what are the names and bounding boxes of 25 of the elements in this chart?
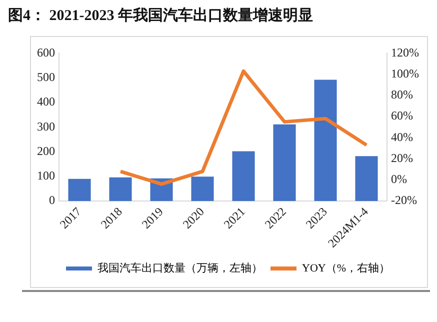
bar [68,178,91,201]
y2-tick-label: 60% [391,108,414,123]
y2-tick-label: 100% [391,66,420,80]
y-tick-label: 200 [37,144,55,158]
y-tick-label: 500 [37,70,55,84]
y2-tick-label: -20% [391,193,418,208]
y-tick-label: 100 [37,168,55,183]
y2-tick-label: 0% [391,172,408,186]
y-tick-label: 0 [49,193,55,208]
bar [273,124,296,201]
chart-title: 图4： 2021-2023 年我国汽车出口数量增速明显 [8,6,313,25]
legend-label: YOY（%，右轴） [302,261,390,274]
legend-label: 我国汽车出口数量（万辆，左轴） [98,261,263,274]
bar [191,176,214,201]
y2-tick-label: 40% [391,130,414,144]
y2-tick-label: 20% [391,150,414,165]
bar [232,151,255,201]
y-tick-label: 600 [37,45,55,60]
y-tick-label: 300 [37,119,55,134]
bar [355,156,378,201]
y2-tick-label: 80% [391,88,414,102]
bar [314,80,337,201]
y2-tick-label: 120% [391,45,420,60]
bar [109,177,132,201]
y-tick-label: 400 [37,94,55,109]
